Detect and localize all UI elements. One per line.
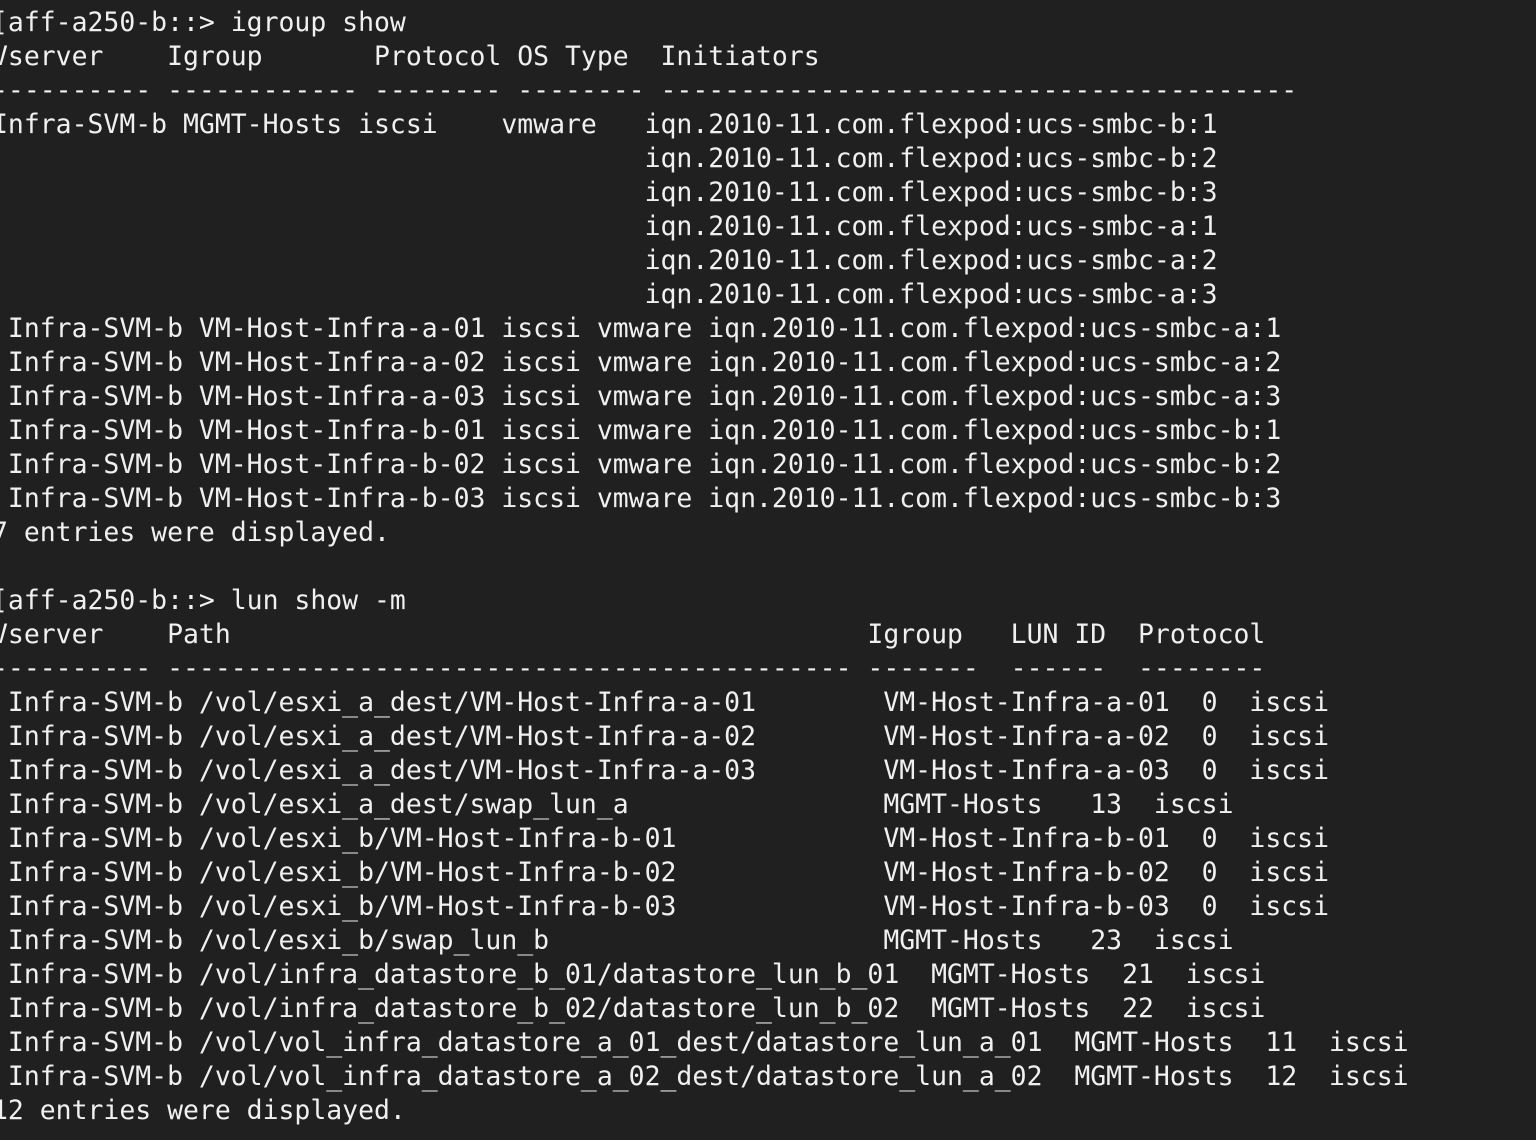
- terminal-line: 12 entries were displayed.: [0, 1095, 406, 1126]
- terminal-line: Infra-SVM-b /vol/esxi_a_dest/VM-Host-Inf…: [0, 755, 1330, 786]
- terminal-line: Infra-SVM-b VM-Host-Infra-b-03 iscsi vmw…: [0, 483, 1282, 514]
- terminal-line: 7 entries were displayed.: [0, 517, 390, 548]
- terminal-line: ---------- -----------------------------…: [0, 653, 1266, 684]
- terminal-output[interactable]: [aff-a250-b::> igroup show Vserver Igroup…: [0, 6, 1536, 1128]
- terminal-line: iqn.2010-11.com.flexpod:ucs-smbc-a:1: [0, 211, 1218, 242]
- terminal-line: Vserver Path Igroup LUN ID Protocol: [0, 619, 1266, 650]
- terminal-line: Infra-SVM-b /vol/vol_infra_datastore_a_0…: [0, 1027, 1409, 1058]
- terminal-line: ---------- ------------ -------- -------…: [0, 75, 1298, 106]
- terminal-line: Infra-SVM-b /vol/vol_infra_datastore_a_0…: [0, 1061, 1409, 1092]
- terminal-line: Infra-SVM-b /vol/infra_datastore_b_01/da…: [0, 959, 1266, 990]
- terminal-line: Infra-SVM-b VM-Host-Infra-a-01 iscsi vmw…: [0, 313, 1282, 344]
- terminal-line: iqn.2010-11.com.flexpod:ucs-smbc-b:2: [0, 143, 1218, 174]
- terminal-line: [aff-a250-b::> lun show -m: [0, 585, 406, 616]
- terminal-line: Infra-SVM-b /vol/esxi_b/VM-Host-Infra-b-…: [0, 823, 1330, 854]
- terminal-line: Infra-SVM-b /vol/esxi_b/VM-Host-Infra-b-…: [0, 891, 1330, 922]
- terminal-blank-line: [0, 550, 1536, 584]
- terminal-line: [aff-a250-b::> igroup show: [0, 7, 406, 38]
- terminal-line: Infra-SVM-b VM-Host-Infra-b-01 iscsi vmw…: [0, 415, 1282, 446]
- terminal-line: Infra-SVM-b VM-Host-Infra-b-02 iscsi vmw…: [0, 449, 1282, 480]
- terminal-line: Infra-SVM-b MGMT-Hosts iscsi vmware iqn.…: [0, 109, 1218, 140]
- terminal-line: iqn.2010-11.com.flexpod:ucs-smbc-a:2: [0, 245, 1218, 276]
- terminal-line: iqn.2010-11.com.flexpod:ucs-smbc-b:3: [0, 177, 1218, 208]
- terminal-line: Vserver Igroup Protocol OS Type Initiato…: [0, 41, 820, 72]
- terminal-line: Infra-SVM-b VM-Host-Infra-a-02 iscsi vmw…: [0, 347, 1282, 378]
- terminal-line: Infra-SVM-b /vol/esxi_a_dest/VM-Host-Inf…: [0, 687, 1330, 718]
- terminal-line: Infra-SVM-b VM-Host-Infra-a-03 iscsi vmw…: [0, 381, 1282, 412]
- terminal-line: Infra-SVM-b /vol/esxi_a_dest/VM-Host-Inf…: [0, 721, 1330, 752]
- terminal-line: Infra-SVM-b /vol/esxi_a_dest/swap_lun_a …: [0, 789, 1234, 820]
- terminal-line: Infra-SVM-b /vol/esxi_b/VM-Host-Infra-b-…: [0, 857, 1330, 888]
- terminal-line: Infra-SVM-b /vol/infra_datastore_b_02/da…: [0, 993, 1266, 1024]
- terminal-line: iqn.2010-11.com.flexpod:ucs-smbc-a:3: [0, 279, 1218, 310]
- terminal-line: Infra-SVM-b /vol/esxi_b/swap_lun_b MGMT-…: [0, 925, 1234, 956]
